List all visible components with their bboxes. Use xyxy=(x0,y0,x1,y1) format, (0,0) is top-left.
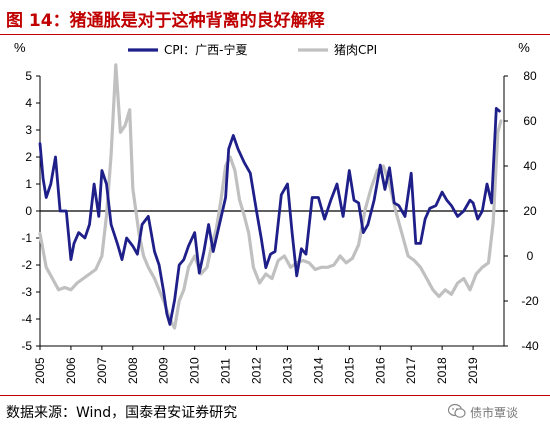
legend-label: 猪肉CPI xyxy=(334,43,377,57)
x-tick-label: 2008 xyxy=(126,357,140,384)
left-y-axis: -5 -4 -3 -2 -1 0 1 2 3 4 5% xyxy=(14,40,40,353)
title-bar: 图 14：猪通胀是对于这种背离的良好解释 xyxy=(0,0,550,35)
x-tick-label: 2005 xyxy=(33,357,47,384)
series-line-cpi-guangxi-ningxia xyxy=(38,107,501,326)
left-tick-label: 3 xyxy=(25,123,32,137)
watermark: 债市覃谈 xyxy=(470,406,519,420)
x-tick-label: 2019 xyxy=(466,357,480,384)
source-note: 数据来源：Wind，国泰君安证券研究 xyxy=(6,405,238,421)
left-tick-label: -3 xyxy=(21,285,32,299)
x-tick-label: 2017 xyxy=(404,357,418,384)
x-tick-label: 2011 xyxy=(219,358,233,384)
right-y-axis: -40 -20 0 20 40 60 80% xyxy=(504,40,539,353)
x-tick-label: 2014 xyxy=(311,357,325,384)
left-tick-label: -2 xyxy=(21,258,32,272)
left-tick-label: -4 xyxy=(21,312,32,326)
x-axis: 2005 2006 2007 2008 2009 2010 2011 2012 2013 2014… xyxy=(33,346,480,384)
x-tick-label: 2006 xyxy=(64,357,78,384)
x-tick-label: 2009 xyxy=(157,357,171,384)
legend-label: CPI：广西-宁夏 xyxy=(164,42,248,57)
right-tick-label: 20 xyxy=(523,204,537,218)
right-tick-label: 60 xyxy=(523,114,537,128)
left-unit-label: % xyxy=(14,40,26,55)
left-tick-label: -5 xyxy=(21,339,32,353)
right-unit-label: % xyxy=(518,40,530,55)
footer-divider xyxy=(0,395,550,396)
right-tick-label: 0 xyxy=(527,249,534,263)
x-tick-label: 2010 xyxy=(188,357,202,384)
series-layer xyxy=(38,63,503,330)
x-tick-label: 2016 xyxy=(373,357,387,384)
right-tick-label: 80 xyxy=(523,69,537,83)
series-line-pork-cpi xyxy=(38,63,503,330)
left-tick-label: -1 xyxy=(21,231,32,245)
left-tick-label: 5 xyxy=(25,69,32,83)
x-tick-label: 2018 xyxy=(435,357,449,384)
left-tick-label: 0 xyxy=(25,204,32,218)
right-tick-label: 40 xyxy=(523,159,537,173)
left-tick-label: 2 xyxy=(25,150,32,164)
chart-title: 图 14：猪通胀是对于这种背离的良好解释 xyxy=(6,11,325,31)
left-tick-label: 1 xyxy=(25,177,32,191)
right-tick-label: -20 xyxy=(521,294,539,308)
wechat-icon xyxy=(448,403,466,418)
legend: CPI：广西-宁夏 猪肉CPI xyxy=(128,42,377,57)
x-tick-label: 2013 xyxy=(280,357,294,384)
x-tick-label: 2015 xyxy=(342,357,356,384)
right-tick-label: -40 xyxy=(521,339,539,353)
left-tick-label: 4 xyxy=(25,96,32,110)
x-tick-label: 2007 xyxy=(95,357,109,384)
x-tick-label: 2012 xyxy=(250,357,264,384)
